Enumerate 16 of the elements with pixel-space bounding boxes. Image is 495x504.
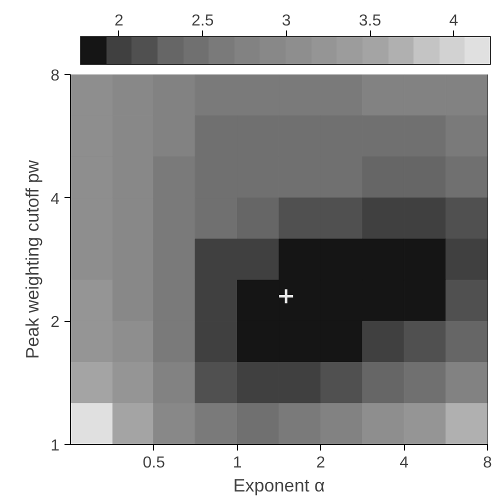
x-tick-label: 8 [483, 454, 492, 472]
x-tick-label: 0.5 [142, 454, 166, 472]
color-bar-label: 3.5 [358, 12, 382, 30]
color-bar-label: 3 [282, 12, 291, 30]
y-tick-label: 4 [50, 190, 60, 208]
y-tick-label: 8 [50, 68, 60, 84]
x-tick-label: 4 [400, 454, 409, 472]
color-bar-label: 2.5 [192, 12, 214, 30]
x-axis-title: Exponent α [233, 476, 325, 496]
y-axis-title: Peak weighting cutoff pw [22, 159, 43, 359]
y-tick-label: 1 [50, 438, 60, 454]
x-tick-label: 2 [316, 454, 326, 472]
color-bar-label: 2 [114, 12, 124, 30]
color-bar-label: 4 [449, 12, 458, 30]
y-tick-label: 2 [50, 314, 60, 332]
x-tick-label: 1 [232, 454, 242, 472]
